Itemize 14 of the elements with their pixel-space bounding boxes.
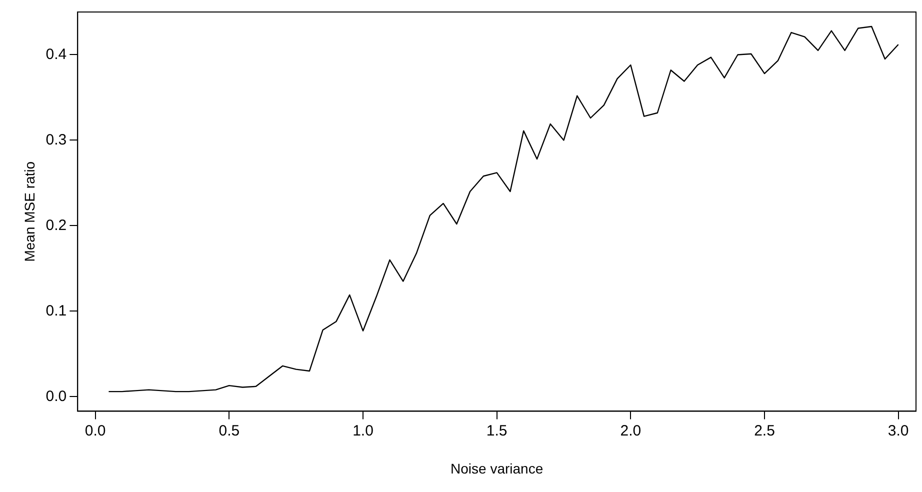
y-tick-label: 0.2 [46,216,67,234]
y-tick-label: 0.1 [46,302,67,320]
y-axis-title: Mean MSE ratio [21,161,38,262]
y-tick-label: 0.4 [46,46,67,63]
x-tick-label: 2.5 [754,422,775,440]
x-tick-label: 3.0 [888,422,909,440]
y-tick-label: 0.3 [46,131,67,148]
x-tick-label: 2.0 [620,422,642,440]
x-tick-label: 1.0 [352,422,374,440]
x-tick-label: 0.5 [218,422,240,440]
y-tick-label: 0.0 [46,388,67,405]
x-tick-label: 1.5 [486,422,508,440]
x-axis-title: Noise variance [450,460,544,476]
x-tick-label: 0.0 [84,422,106,440]
